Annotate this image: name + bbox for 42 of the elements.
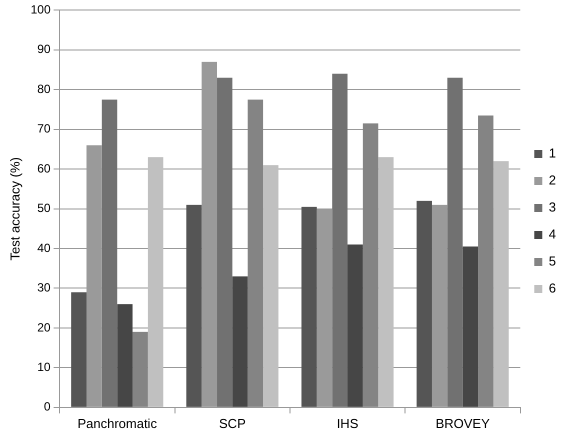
bar [478,115,494,407]
y-tick-label: 20 [37,320,51,334]
legend-label: 3 [548,200,556,215]
bar [71,292,86,407]
y-tick-label: 70 [37,122,51,136]
bar [117,304,133,407]
bar [102,100,118,407]
y-tick-label: 30 [37,280,51,295]
legend-label: 6 [548,280,556,296]
bar [416,200,432,407]
y-tick-label: 40 [37,240,51,255]
x-tick-label: IHS [336,416,359,431]
bar [263,165,278,407]
bar [301,206,317,407]
bar [217,78,232,407]
y-tick-label: 90 [37,42,51,56]
bar [378,157,394,407]
legend-label: 4 [548,226,556,242]
y-tick-label: 0 [44,400,51,414]
y-tick-label: 60 [37,161,51,176]
bar [447,78,463,407]
bar [232,276,248,407]
bar [462,246,478,407]
bar [493,161,509,407]
bar [186,204,202,407]
x-tick-label: Panchromatic [77,416,158,431]
x-tick-label: BROVEY [436,416,490,431]
x-tick-label: SCP [218,416,246,431]
y-tick-label: 80 [37,82,51,96]
bar [248,100,264,407]
bar [148,157,164,407]
y-tick-label: 10 [37,360,51,374]
bar [332,74,348,407]
y-axis-title: Test accuracy (%) [7,157,22,260]
legend-label: 2 [548,172,556,188]
legend-label: 5 [548,254,556,269]
y-tick-label: 100 [30,2,51,17]
y-tick-label: 50 [37,201,51,216]
legend-label: 1 [548,146,556,161]
bar [348,244,363,407]
bar [132,332,148,407]
bar [362,123,378,407]
